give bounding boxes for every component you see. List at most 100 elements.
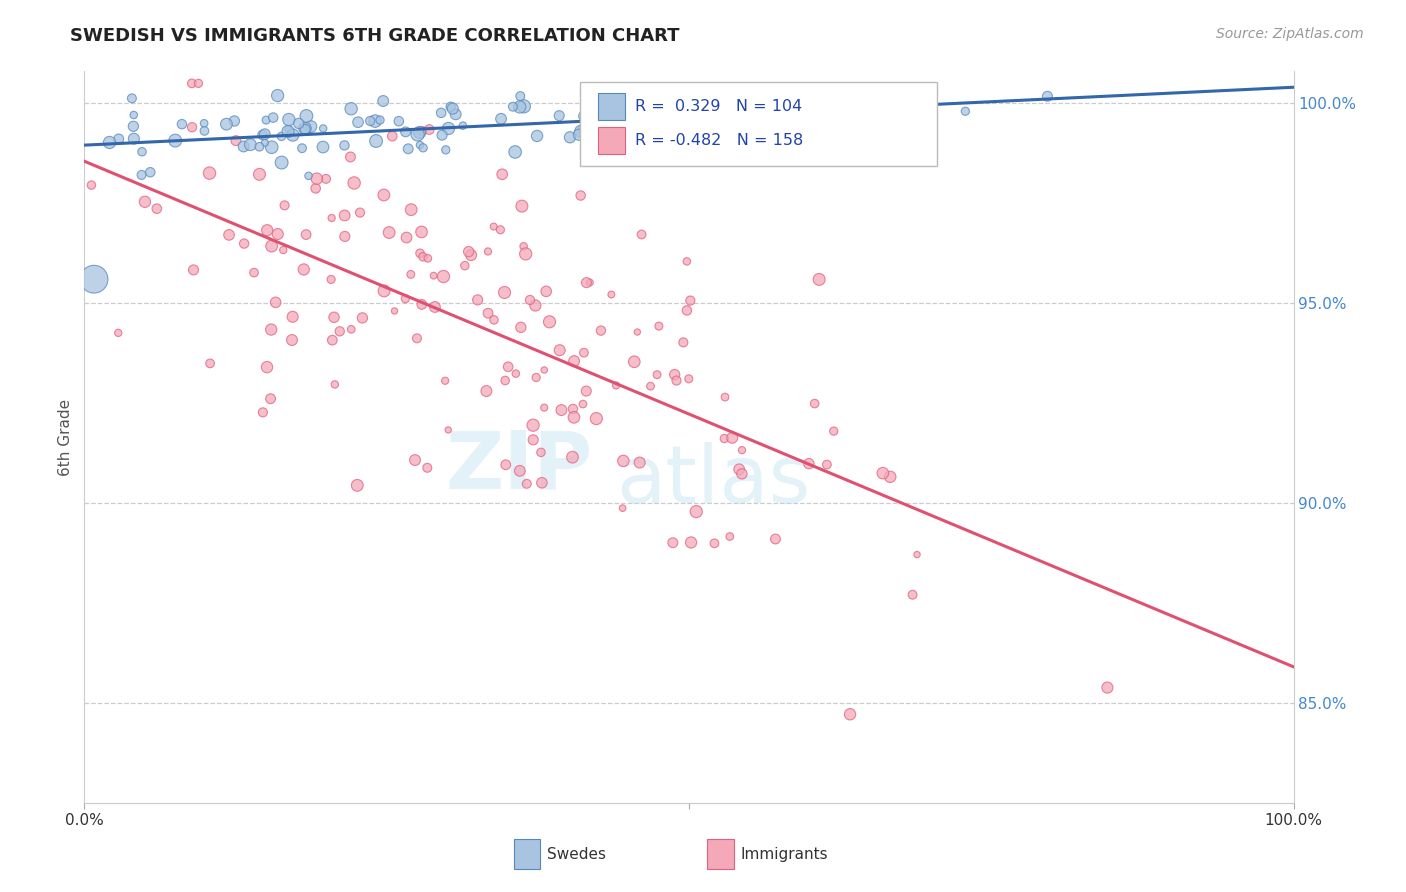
Text: SWEDISH VS IMMIGRANTS 6TH GRADE CORRELATION CHART: SWEDISH VS IMMIGRANTS 6TH GRADE CORRELAT… bbox=[70, 27, 679, 45]
Point bbox=[808, 272, 831, 286]
Point bbox=[714, 390, 737, 404]
Point bbox=[600, 287, 623, 301]
Point bbox=[323, 377, 346, 392]
Point bbox=[252, 405, 274, 419]
Point bbox=[561, 401, 583, 416]
Point bbox=[668, 127, 690, 141]
Point bbox=[399, 268, 422, 282]
Point bbox=[249, 167, 271, 181]
Point bbox=[638, 122, 661, 136]
Point bbox=[277, 124, 299, 138]
Point bbox=[721, 431, 744, 445]
Point bbox=[253, 127, 276, 141]
Point bbox=[451, 119, 474, 133]
Point bbox=[515, 247, 537, 261]
Point bbox=[754, 112, 776, 127]
Point bbox=[872, 466, 894, 480]
Point bbox=[603, 88, 626, 103]
Point bbox=[422, 268, 444, 283]
Point bbox=[568, 128, 591, 142]
Point bbox=[349, 205, 371, 219]
Point bbox=[690, 113, 713, 128]
Point bbox=[530, 445, 553, 459]
Point bbox=[510, 199, 533, 213]
Point bbox=[297, 169, 319, 183]
Point bbox=[666, 113, 689, 128]
Point bbox=[797, 457, 820, 471]
Point bbox=[440, 100, 463, 114]
Point bbox=[346, 478, 368, 492]
Point bbox=[648, 319, 671, 334]
Point bbox=[139, 165, 162, 179]
Point bbox=[122, 108, 145, 122]
Point bbox=[321, 211, 343, 225]
Point bbox=[444, 107, 467, 121]
Point bbox=[409, 138, 432, 153]
Bar bbox=[599, 127, 624, 154]
Point bbox=[735, 115, 758, 129]
Text: Source: ZipAtlas.com: Source: ZipAtlas.com bbox=[1216, 27, 1364, 41]
Point bbox=[575, 276, 598, 290]
Point bbox=[277, 122, 299, 136]
Point bbox=[522, 433, 544, 447]
Point bbox=[259, 392, 281, 406]
Point bbox=[823, 424, 845, 438]
Point bbox=[623, 355, 645, 369]
Point bbox=[339, 150, 361, 164]
Point bbox=[612, 501, 634, 516]
Point bbox=[747, 126, 769, 140]
Point bbox=[718, 529, 741, 543]
Point bbox=[460, 248, 482, 262]
Point bbox=[187, 76, 209, 90]
Point bbox=[569, 124, 592, 138]
Point bbox=[412, 141, 434, 155]
Point bbox=[548, 109, 571, 123]
Point bbox=[700, 134, 723, 148]
Point bbox=[323, 310, 346, 325]
Point bbox=[562, 354, 585, 368]
Point bbox=[662, 535, 685, 549]
Point bbox=[312, 140, 335, 154]
Point bbox=[437, 121, 460, 136]
Text: Immigrants: Immigrants bbox=[741, 847, 828, 862]
Point bbox=[509, 320, 531, 334]
Point bbox=[675, 254, 697, 268]
Text: ZIP: ZIP bbox=[444, 427, 592, 506]
Point bbox=[233, 236, 256, 251]
Point bbox=[475, 384, 498, 398]
Point bbox=[270, 155, 292, 169]
Point bbox=[170, 117, 193, 131]
Point bbox=[489, 223, 512, 237]
Point bbox=[430, 128, 453, 142]
Point bbox=[198, 356, 221, 370]
Point bbox=[434, 143, 457, 157]
Point bbox=[249, 140, 271, 154]
Point bbox=[612, 136, 634, 150]
Point bbox=[239, 137, 262, 152]
Point bbox=[572, 397, 595, 411]
Point bbox=[770, 84, 793, 98]
Point bbox=[519, 293, 541, 307]
Point bbox=[530, 475, 553, 490]
Point bbox=[281, 128, 304, 142]
Point bbox=[294, 122, 316, 136]
Point bbox=[416, 460, 439, 475]
Bar bbox=[513, 839, 540, 869]
Point bbox=[321, 272, 343, 286]
Point bbox=[612, 454, 634, 468]
Point bbox=[585, 411, 607, 425]
Point bbox=[512, 239, 534, 253]
Point bbox=[281, 310, 304, 324]
Point bbox=[728, 462, 751, 476]
Point bbox=[146, 202, 169, 216]
Point bbox=[295, 227, 318, 242]
Point bbox=[457, 244, 479, 259]
Point bbox=[411, 297, 433, 311]
Point bbox=[252, 128, 274, 142]
Point bbox=[315, 172, 337, 186]
Point bbox=[260, 239, 283, 253]
Point bbox=[730, 117, 752, 131]
Point bbox=[107, 132, 129, 146]
Point bbox=[165, 134, 187, 148]
Point bbox=[384, 304, 406, 318]
